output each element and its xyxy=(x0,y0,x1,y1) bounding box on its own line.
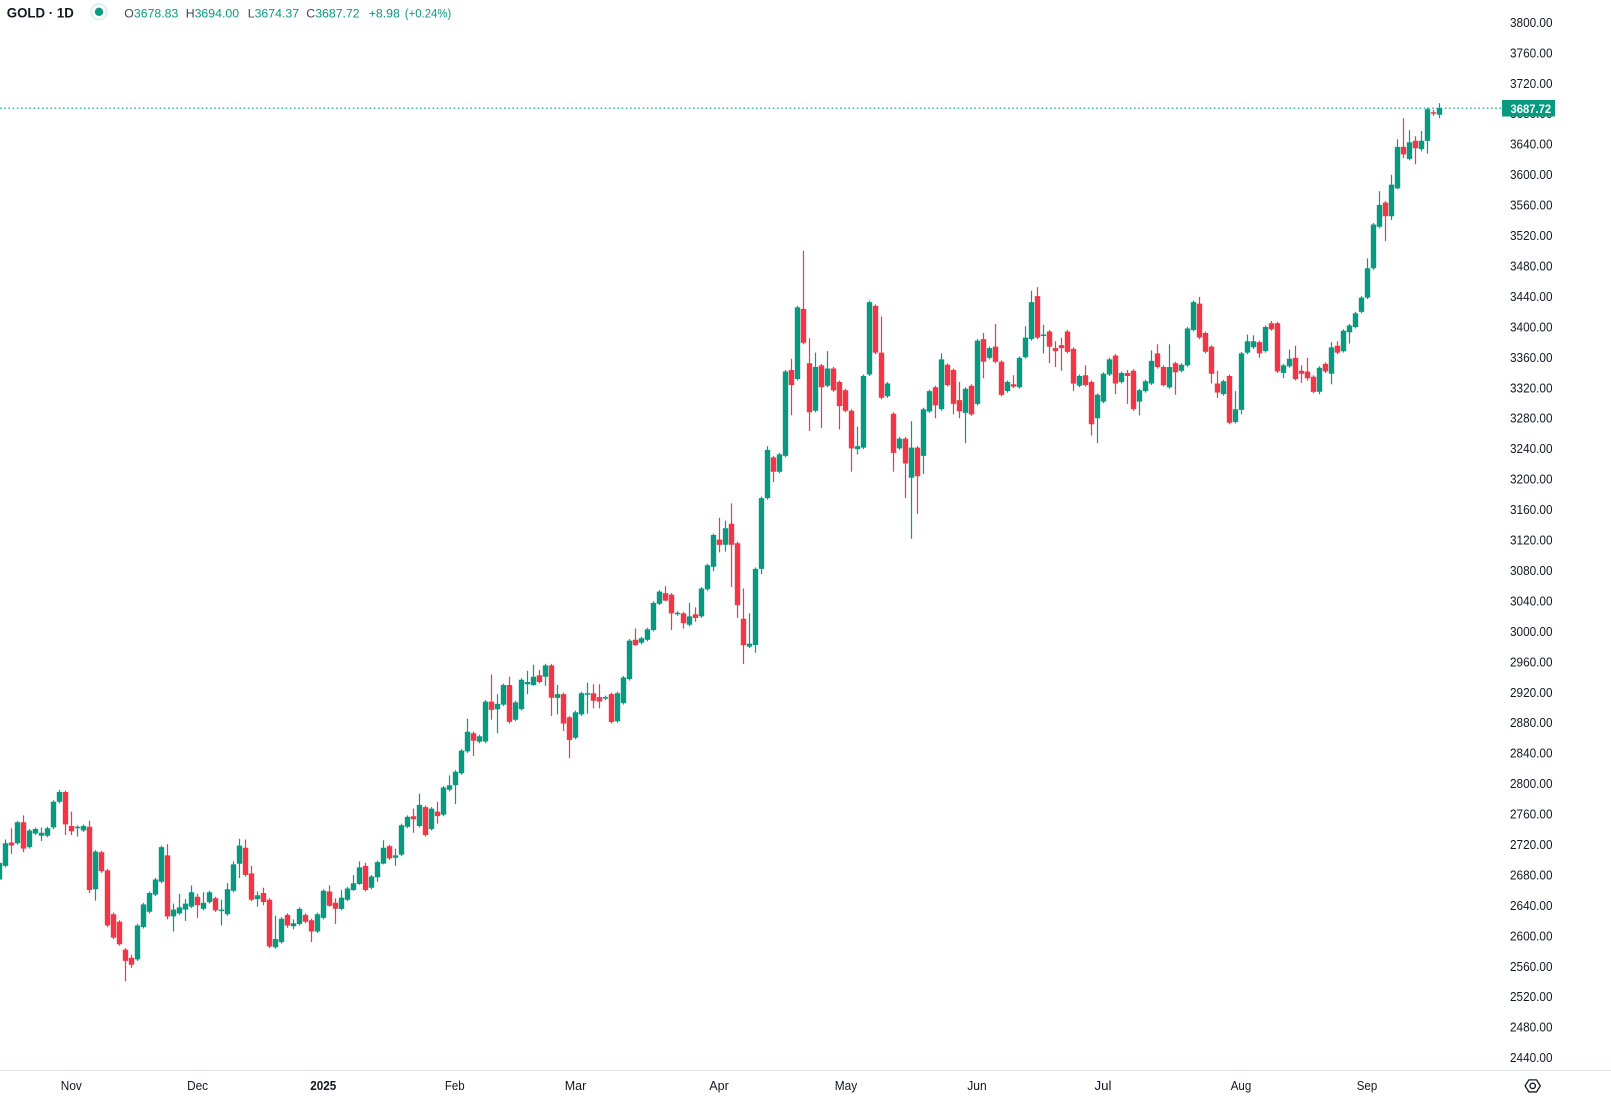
svg-text:3400.00: 3400.00 xyxy=(1510,320,1553,334)
svg-text:Sep: Sep xyxy=(1357,1078,1378,1093)
svg-text:3000.00: 3000.00 xyxy=(1510,625,1553,639)
svg-text:2760.00: 2760.00 xyxy=(1510,808,1553,822)
svg-text:3320.00: 3320.00 xyxy=(1510,381,1553,395)
svg-text:3160.00: 3160.00 xyxy=(1510,503,1553,517)
svg-text:Jun: Jun xyxy=(967,1078,987,1093)
svg-text:Jul: Jul xyxy=(1095,1078,1112,1093)
svg-text:2960.00: 2960.00 xyxy=(1510,655,1553,669)
svg-text:2025: 2025 xyxy=(310,1078,336,1093)
svg-text:(+0.24%): (+0.24%) xyxy=(405,7,452,21)
svg-text:2640.00: 2640.00 xyxy=(1510,899,1553,913)
svg-text:3040.00: 3040.00 xyxy=(1510,594,1553,608)
svg-text:Nov: Nov xyxy=(61,1078,83,1093)
svg-text:3480.00: 3480.00 xyxy=(1510,260,1553,274)
svg-text:GOLD · 1D: GOLD · 1D xyxy=(7,5,74,21)
svg-text:Feb: Feb xyxy=(445,1078,465,1093)
svg-text:L: L xyxy=(248,7,255,21)
svg-text:Aug: Aug xyxy=(1231,1078,1252,1093)
svg-text:Apr: Apr xyxy=(709,1078,729,1093)
svg-text:2440.00: 2440.00 xyxy=(1510,1051,1553,1065)
svg-text:2720.00: 2720.00 xyxy=(1510,838,1553,852)
svg-text:3600.00: 3600.00 xyxy=(1510,168,1553,182)
svg-text:3720.00: 3720.00 xyxy=(1510,77,1553,91)
svg-text:3280.00: 3280.00 xyxy=(1510,412,1553,426)
svg-text:May: May xyxy=(835,1078,858,1093)
svg-text:3520.00: 3520.00 xyxy=(1510,229,1553,243)
svg-text:3440.00: 3440.00 xyxy=(1510,290,1553,304)
svg-text:O: O xyxy=(124,7,134,21)
svg-text:2480.00: 2480.00 xyxy=(1510,1021,1553,1035)
svg-text:3694.00: 3694.00 xyxy=(195,7,240,21)
svg-text:2600.00: 2600.00 xyxy=(1510,929,1553,943)
svg-text:3560.00: 3560.00 xyxy=(1510,199,1553,213)
svg-text:3120.00: 3120.00 xyxy=(1510,534,1553,548)
svg-text:H: H xyxy=(186,7,195,21)
svg-text:3760.00: 3760.00 xyxy=(1510,46,1553,60)
svg-text:Mar: Mar xyxy=(565,1078,587,1093)
svg-text:Dec: Dec xyxy=(187,1078,209,1093)
svg-text:3640.00: 3640.00 xyxy=(1510,138,1553,152)
svg-text:3678.83: 3678.83 xyxy=(134,7,179,21)
svg-text:3200.00: 3200.00 xyxy=(1510,473,1553,487)
svg-text:3800.00: 3800.00 xyxy=(1510,16,1553,30)
svg-text:2880.00: 2880.00 xyxy=(1510,716,1553,730)
svg-text:2680.00: 2680.00 xyxy=(1510,868,1553,882)
svg-text:+8.98: +8.98 xyxy=(369,7,400,21)
svg-text:C: C xyxy=(306,7,315,21)
svg-text:3080.00: 3080.00 xyxy=(1510,564,1553,578)
svg-text:3687.72: 3687.72 xyxy=(1511,102,1552,116)
svg-text:2520.00: 2520.00 xyxy=(1510,990,1553,1004)
svg-text:3240.00: 3240.00 xyxy=(1510,442,1553,456)
svg-text:2840.00: 2840.00 xyxy=(1510,747,1553,761)
svg-text:2560.00: 2560.00 xyxy=(1510,960,1553,974)
svg-text:3687.72: 3687.72 xyxy=(315,7,360,21)
svg-text:3674.37: 3674.37 xyxy=(255,7,300,21)
svg-text:2800.00: 2800.00 xyxy=(1510,777,1553,791)
svg-text:3360.00: 3360.00 xyxy=(1510,351,1553,365)
svg-text:2920.00: 2920.00 xyxy=(1510,686,1553,700)
